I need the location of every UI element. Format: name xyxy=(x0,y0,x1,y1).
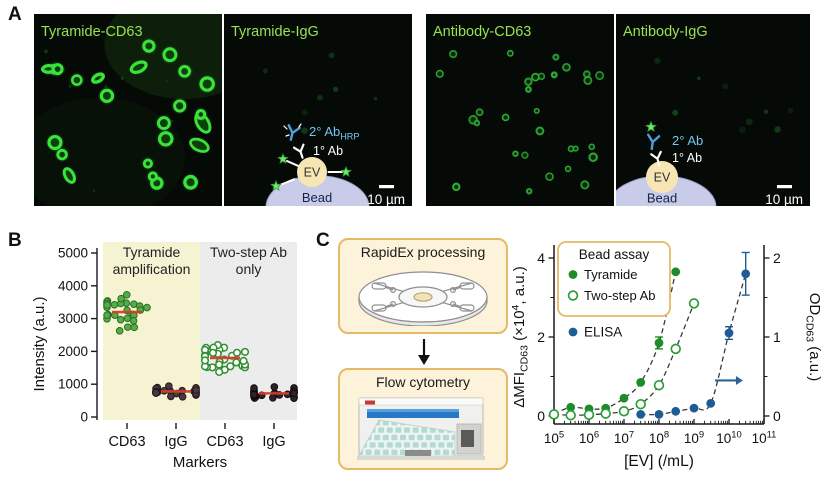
svg-text:Intensity (a.u.): Intensity (a.u.) xyxy=(31,296,48,391)
svg-text:Bead assay: Bead assay xyxy=(579,247,650,262)
svg-text:Tyramide-CD63: Tyramide-CD63 xyxy=(41,24,143,40)
svg-text:2: 2 xyxy=(773,250,781,266)
series-two-step-ab xyxy=(548,298,700,421)
svg-text:IgG: IgG xyxy=(262,434,285,450)
svg-text:4000: 4000 xyxy=(58,278,88,293)
svg-text:Tyramide: Tyramide xyxy=(584,267,637,282)
svg-text:Markers: Markers xyxy=(173,454,227,471)
svg-text:Tyramide: Tyramide xyxy=(123,244,181,260)
svg-text:1: 1 xyxy=(773,329,781,345)
svg-text:1010: 1010 xyxy=(716,430,742,447)
svg-text:only: only xyxy=(236,261,262,277)
dot-cluster-igg-3 xyxy=(250,383,298,402)
series-elisa xyxy=(636,251,751,419)
panel-b-dotplot: 0 1000 2000 3000 4000 5000 Intensity (a.u.) Tyr… xyxy=(31,242,298,471)
svg-text:106: 106 xyxy=(579,430,599,447)
flow-cytometer-icon xyxy=(357,397,485,460)
panel-c-label: C xyxy=(316,230,330,251)
svg-text:10 µm: 10 µm xyxy=(765,192,803,206)
svg-text:EV: EV xyxy=(304,166,321,180)
legend: Bead assay Tyramide Two-step Ab ELISA xyxy=(557,241,671,340)
ev-bead-schematic: 1° Ab 2° Ab EV Bead xyxy=(616,120,717,206)
svg-text:Antibody-IgG: Antibody-IgG xyxy=(623,24,708,40)
rapidex-box: RapidEx processing xyxy=(338,238,508,334)
panel-c-chart: 105 106 107 108 109 1010 1011 0 2 4 0 1 2 ΔMFICD63 (×… xyxy=(512,241,824,470)
svg-text:Antibody-CD63: Antibody-CD63 xyxy=(433,24,531,40)
flow-cytometry-box-title: Flow cytometry xyxy=(375,374,471,390)
svg-text:0: 0 xyxy=(80,410,88,425)
svg-text:1° Ab: 1° Ab xyxy=(672,151,702,165)
micro-image-tyramide-cd63: Tyramide-CD63 xyxy=(34,14,222,206)
svg-text:IgG: IgG xyxy=(164,434,187,450)
svg-text:10 µm: 10 µm xyxy=(367,192,405,206)
rapidex-box-title: RapidEx processing xyxy=(360,244,486,260)
svg-text:Bead: Bead xyxy=(302,190,332,205)
down-arrow-icon xyxy=(418,339,430,365)
svg-text:4: 4 xyxy=(537,250,545,266)
svg-text:2: 2 xyxy=(537,329,545,345)
dot-cluster-cd63-0 xyxy=(103,290,151,335)
svg-text:ODCD63 (a.u.): ODCD63 (a.u.) xyxy=(804,293,824,382)
svg-text:Bead: Bead xyxy=(647,191,677,206)
svg-text:2° AbHRP: 2° AbHRP xyxy=(309,124,359,142)
svg-text:CD63: CD63 xyxy=(108,434,145,450)
svg-text:Two-step Ab: Two-step Ab xyxy=(584,288,656,303)
svg-text:105: 105 xyxy=(544,430,564,447)
svg-text:5000: 5000 xyxy=(58,246,88,261)
panel-a-label: A xyxy=(8,4,22,25)
svg-text:2° Ab: 2° Ab xyxy=(672,133,703,148)
svg-text:0: 0 xyxy=(537,408,545,424)
svg-text:ELISA: ELISA xyxy=(584,325,622,340)
micro-image-antibody-igg: 1° Ab 2° Ab EV Bead 10 µm Antibody-IgG xyxy=(616,14,810,206)
svg-text:amplification: amplification xyxy=(113,261,191,277)
svg-text:2000: 2000 xyxy=(58,344,88,359)
flow-cytometry-box: Flow cytometry xyxy=(338,368,508,470)
svg-text:1000: 1000 xyxy=(58,377,88,392)
svg-text:Two-step Ab: Two-step Ab xyxy=(210,244,287,260)
svg-text:3000: 3000 xyxy=(58,311,88,326)
svg-text:108: 108 xyxy=(649,430,669,447)
panel-b-label: B xyxy=(8,230,22,251)
svg-text:Tyramide-IgG: Tyramide-IgG xyxy=(231,24,319,40)
svg-text:CD63: CD63 xyxy=(206,434,243,450)
svg-text:[EV] (/mL): [EV] (/mL) xyxy=(624,453,694,470)
micro-image-tyramide-igg: 1° Ab 2° AbHRP EV Bead 10 µm Tyramide-IgG xyxy=(224,14,412,206)
svg-text:0: 0 xyxy=(773,408,781,424)
svg-text:EV: EV xyxy=(654,171,671,185)
svg-text:1011: 1011 xyxy=(752,430,777,447)
svg-text:107: 107 xyxy=(614,430,634,447)
micro-image-antibody-cd63: Antibody-CD63 xyxy=(426,14,614,206)
svg-text:109: 109 xyxy=(684,430,704,447)
rapidex-disc-icon xyxy=(358,271,488,326)
ev-bead-schematic: 1° Ab 2° AbHRP EV Bead xyxy=(265,123,370,206)
svg-text:ΔMFICD63 (×104, a.u.): ΔMFICD63 (×104, a.u.) xyxy=(512,266,531,408)
svg-text:1° Ab: 1° Ab xyxy=(313,144,343,158)
